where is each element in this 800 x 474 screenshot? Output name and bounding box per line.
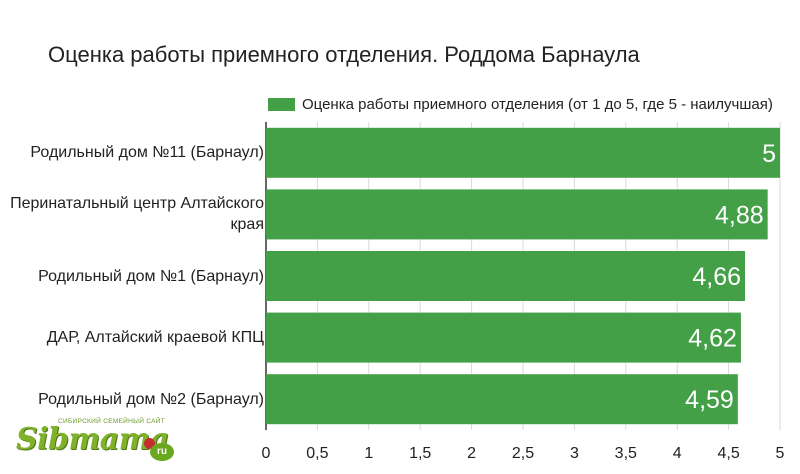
logo-dot xyxy=(144,438,155,449)
data-label-3: 4,62 xyxy=(688,325,737,353)
bar-4 xyxy=(266,374,738,425)
x-tick-label-8: 4 xyxy=(673,445,682,462)
data-label-0: 5 xyxy=(762,140,776,168)
logo-wordmark: Sibmama xyxy=(16,422,169,457)
x-tick-label-3: 1,5 xyxy=(409,445,431,462)
chart-title: Оценка работы приемного отделения. Роддо… xyxy=(48,42,640,67)
x-tick-label-2: 1 xyxy=(364,445,373,462)
x-tick-label-10: 5 xyxy=(776,445,785,462)
bar-0 xyxy=(266,127,780,178)
bar-1 xyxy=(266,189,768,240)
x-tick-label-0: 0 xyxy=(262,445,271,462)
category-label-1: Перинатальный центр Алтайского края xyxy=(10,195,264,234)
category-label-3: ДАР, Алтайский краевой КПЦ xyxy=(46,329,264,347)
data-label-4: 4,59 xyxy=(685,386,734,414)
x-tick-label-9: 4,5 xyxy=(717,445,739,462)
legend-label: Оценка работы приемного отделения (от 1 … xyxy=(302,95,773,113)
legend: Оценка работы приемного отделения (от 1 … xyxy=(268,93,773,115)
category-label-0: Родильный дом №11 (Барнаул) xyxy=(30,144,264,162)
data-label-1: 4,88 xyxy=(715,201,764,229)
category-label-2: Родильный дом №1 (Барнаул) xyxy=(38,267,264,285)
sibmama-logo: СИБИРСКИЙ СЕМЕЙНЫЙ САЙТ Sibmama ru xyxy=(14,418,174,466)
x-tick-label-6: 3 xyxy=(570,445,579,462)
bar-3 xyxy=(266,312,741,363)
x-tick-label-5: 2,5 xyxy=(512,445,534,462)
x-tick-label-4: 2 xyxy=(467,445,476,462)
logo-domain: ru xyxy=(150,443,174,461)
x-tick-label-1: 0,5 xyxy=(306,445,328,462)
x-tick-label-7: 3,5 xyxy=(615,445,637,462)
bar-2 xyxy=(266,251,746,301)
legend-swatch xyxy=(268,97,295,111)
data-label-2: 4,66 xyxy=(692,263,741,291)
category-label-4: Родильный дом №2 (Барнаул) xyxy=(38,390,264,408)
logo-tagline: СИБИРСКИЙ СЕМЕЙНЫЙ САЙТ xyxy=(58,418,166,425)
